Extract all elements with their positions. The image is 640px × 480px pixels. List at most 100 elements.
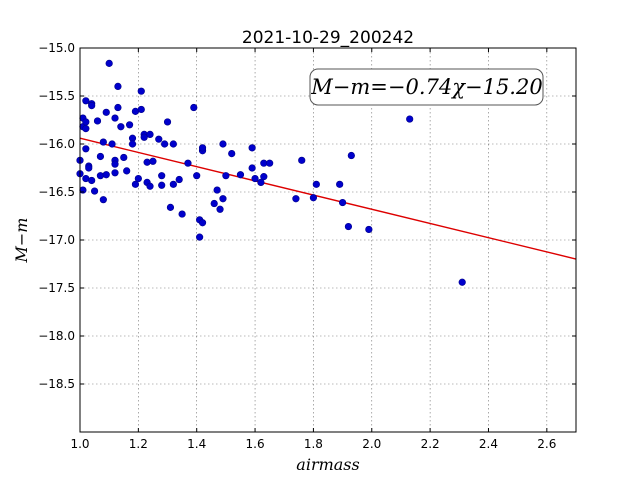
data-point [219, 195, 227, 203]
data-point [213, 186, 221, 194]
data-point [219, 140, 227, 148]
data-point [90, 187, 99, 195]
data-point [99, 196, 107, 204]
data-point [134, 174, 142, 183]
chart-title: 2021-10-29_200242 [242, 28, 414, 48]
data-point [82, 125, 90, 133]
data-point [198, 219, 207, 227]
data-point [123, 167, 131, 175]
data-point [158, 172, 166, 180]
grid [79, 47, 576, 432]
data-point [236, 171, 245, 179]
data-point [137, 87, 145, 95]
data-point [111, 169, 119, 177]
data-point [143, 158, 151, 166]
x-tick-label: 1.6 [246, 437, 265, 451]
fit-line [79, 137, 577, 260]
data-point [111, 160, 119, 168]
data-point [222, 172, 230, 180]
x-tick-label: 1.2 [129, 437, 148, 451]
y-tick-label: −18.5 [38, 377, 75, 391]
data-point [193, 172, 201, 180]
data-point [111, 114, 119, 122]
data-point [347, 151, 355, 160]
data-point [137, 105, 145, 114]
y-axis-ticks: −15.0 −15.5 −16.0 −16.5 −17.0 −17.5 −18.0 −18.5 [38, 41, 576, 391]
x-tick-label: 2.6 [537, 437, 556, 451]
data-point [458, 278, 466, 286]
x-tick-label: 1.8 [304, 437, 323, 451]
x-tick-label: 2.0 [362, 437, 381, 451]
y-tick-label: −17.5 [38, 281, 75, 295]
data-point [85, 164, 93, 172]
data-point [105, 59, 113, 67]
data-point [198, 144, 207, 152]
x-axis-label: airmass [296, 455, 359, 474]
data-point [88, 101, 96, 110]
data-point [169, 180, 177, 188]
data-point [257, 178, 265, 186]
data-point [298, 156, 306, 164]
data-point [126, 121, 134, 129]
data-point [114, 82, 122, 90]
y-tick-label: −16.0 [38, 137, 75, 151]
data-point [146, 130, 154, 138]
data-point [312, 180, 320, 188]
data-point [99, 138, 107, 146]
x-tick-label: 1.0 [70, 437, 89, 451]
data-point [344, 222, 353, 231]
data-point [248, 144, 256, 152]
fit-annotation: M−m=−0.74χ−15.20 [309, 68, 544, 106]
data-point [128, 140, 137, 148]
data-point [266, 159, 274, 167]
data-point [82, 118, 90, 126]
data-point [184, 159, 192, 167]
data-point [114, 103, 122, 112]
data-point [175, 175, 183, 184]
data-point [228, 150, 236, 158]
data-point [149, 157, 157, 165]
x-tick-label: 2.2 [421, 437, 440, 451]
x-axis-ticks: 1.0 1.2 1.4 1.6 1.8 2.0 2.2 2.4 2.6 [70, 48, 556, 451]
data-point [146, 182, 154, 190]
data-points [76, 59, 466, 286]
data-point [260, 173, 268, 181]
y-axis-label: M−m [12, 218, 31, 264]
x-tick-label: 2.4 [479, 437, 498, 451]
data-point [248, 164, 256, 172]
data-point [140, 133, 148, 141]
data-point [158, 181, 166, 189]
data-point [96, 152, 105, 161]
data-point [216, 205, 224, 213]
y-tick-label: −18.0 [38, 329, 75, 343]
x-tick-label: 1.4 [187, 437, 206, 451]
y-tick-label: −16.5 [38, 185, 75, 199]
data-point [210, 199, 218, 208]
annotation-box [309, 68, 544, 106]
data-point [93, 117, 102, 125]
data-point [365, 225, 373, 234]
data-point [309, 194, 318, 202]
data-point [108, 140, 116, 148]
data-point [120, 153, 128, 162]
annotation-text: M−m=−0.74χ−15.20 [310, 75, 542, 99]
data-point [82, 97, 90, 105]
data-point [161, 140, 169, 148]
data-point [82, 145, 90, 153]
data-point [88, 176, 96, 185]
y-tick-label: −15.0 [38, 41, 75, 55]
data-point [155, 135, 163, 143]
data-point [251, 174, 259, 183]
data-point [102, 171, 110, 179]
data-point [117, 123, 125, 131]
data-point [166, 203, 175, 211]
data-point [196, 233, 204, 241]
data-point [131, 180, 140, 188]
data-point [163, 118, 172, 126]
data-point [336, 180, 344, 188]
data-point [178, 210, 186, 218]
data-point [338, 198, 347, 207]
data-point [169, 140, 177, 148]
data-point [190, 103, 198, 112]
